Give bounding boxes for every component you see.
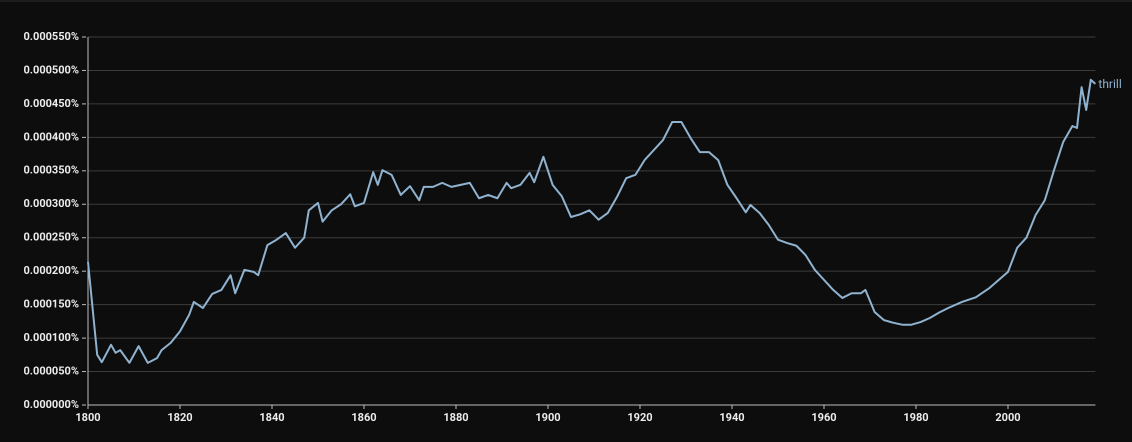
y-tick-label: 0.000100% (24, 331, 80, 344)
y-tick-label: 0.000000% (24, 398, 80, 411)
x-tick-label: 1920 (627, 411, 652, 424)
y-tick-label: 0.000500% (24, 63, 80, 76)
y-tick-label: 0.000150% (24, 298, 80, 311)
series-label: thrill (1098, 77, 1121, 91)
y-tick-label: 0.000050% (24, 364, 80, 377)
series-line (87, 78, 1097, 364)
y-tick-label: 0.000450% (24, 97, 80, 110)
x-tick-label: 1880 (443, 411, 468, 424)
y-tick-label: 0.000400% (24, 130, 80, 143)
x-tick-label: 2000 (995, 411, 1020, 424)
y-tick-label: 0.000200% (24, 264, 80, 277)
x-tick-label: 1860 (351, 411, 376, 424)
x-tick-label: 1820 (167, 411, 192, 424)
x-tick-label: 1960 (811, 411, 836, 424)
x-tick-label: 1940 (719, 411, 744, 424)
x-tick-label: 1980 (903, 411, 928, 424)
y-tick-label: 0.000250% (24, 231, 80, 244)
x-tick-label: 1840 (259, 411, 284, 424)
x-tick-label: 1900 (535, 411, 560, 424)
y-tick-label: 0.000550% (24, 30, 80, 43)
y-tick-label: 0.000350% (24, 164, 80, 177)
y-tick-label: 0.000300% (24, 197, 80, 210)
x-tick-label: 1800 (75, 411, 100, 424)
